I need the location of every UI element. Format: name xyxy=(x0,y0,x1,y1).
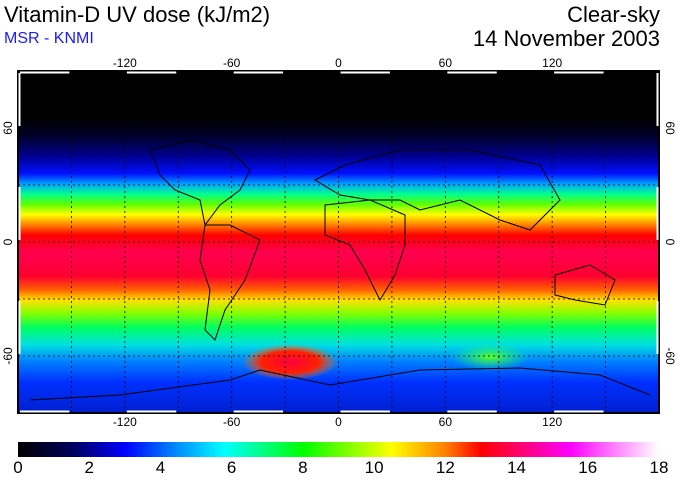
lat-tick-label-right: -60 xyxy=(663,347,677,365)
colorbar-tick-label: 4 xyxy=(155,458,166,477)
colorbar-tick-label: 14 xyxy=(507,458,526,477)
lat-tick-label-left: 0 xyxy=(1,238,15,246)
colorbar-tick-label: 0 xyxy=(13,458,23,477)
colorbar-tick-label: 10 xyxy=(364,458,384,477)
map-title: Vitamin-D UV dose (kJ/m2) xyxy=(4,2,271,27)
antarctic-high-dose-patch xyxy=(242,344,338,380)
lat-tick-label-right: 0 xyxy=(663,238,677,246)
antarctic-green-patch xyxy=(450,343,530,371)
lon-tick-label-bottom: 120 xyxy=(542,415,563,429)
lon-tick-label-top: 60 xyxy=(438,56,452,70)
colorbar xyxy=(18,442,659,457)
colorbar-tick-label: 6 xyxy=(226,458,237,477)
colorbar-tick-label: 12 xyxy=(435,458,455,477)
coastlines xyxy=(29,139,651,401)
lat-tick-label-right: 60 xyxy=(663,121,677,135)
colorbar-tick-label: 16 xyxy=(578,458,598,477)
colorbar-tick-label: 8 xyxy=(298,458,308,477)
colorbar-tick-label: 18 xyxy=(649,458,669,477)
lon-tick-label-bottom: -120 xyxy=(112,415,137,429)
lon-tick-label-top: -60 xyxy=(222,56,241,70)
lat-tick-label-left: -60 xyxy=(1,347,15,365)
source-label: MSR - KNMI xyxy=(4,30,94,47)
frame-ticks xyxy=(18,71,659,413)
colorbar-tick-label: 2 xyxy=(84,458,94,477)
map-frame xyxy=(17,70,660,414)
lon-tick-label-bottom: -60 xyxy=(222,415,241,429)
graticule xyxy=(18,71,659,413)
lon-tick-label-bottom: 0 xyxy=(335,415,342,429)
lat-tick-label-left: 60 xyxy=(1,121,15,135)
lon-tick-label-top: 0 xyxy=(335,56,342,70)
date-label: 14 November 2003 xyxy=(472,26,660,51)
lon-tick-label-top: 120 xyxy=(542,56,563,70)
condition-label: Clear-sky xyxy=(567,2,660,27)
lon-tick-label-bottom: 60 xyxy=(438,415,452,429)
lon-tick-label-top: -120 xyxy=(112,56,137,70)
